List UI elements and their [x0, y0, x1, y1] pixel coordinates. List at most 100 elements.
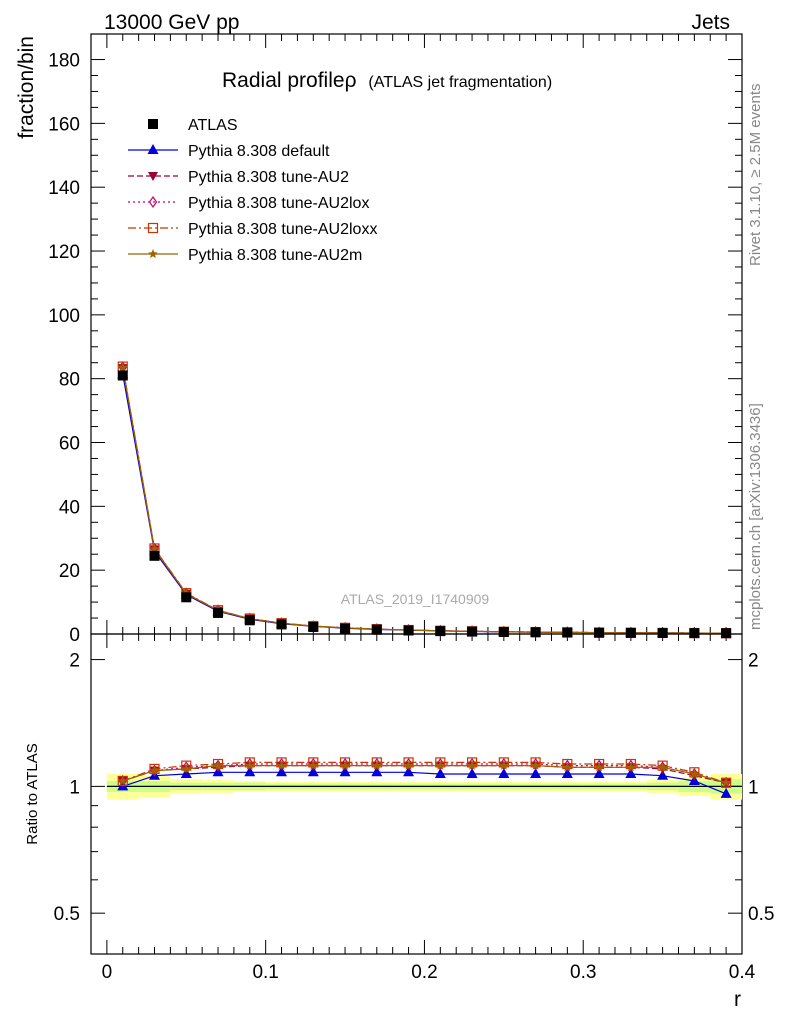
header-left: 13000 GeV pp: [104, 11, 239, 34]
ratio-point: [213, 760, 223, 770]
mcplots-label: mcplots.cern.ch [arXiv:1306.3436]: [747, 403, 764, 630]
legend-marker: [148, 195, 158, 209]
data-point: [308, 621, 319, 632]
data-point: [149, 550, 160, 561]
ratio-point: [657, 760, 668, 771]
ratio-point: [276, 760, 287, 770]
rivet-label: Rivet 3.1.10, ≥ 2.5M events: [747, 83, 764, 267]
ratio-point: [466, 767, 478, 778]
ratio-uncertainty-band: [106, 773, 742, 800]
legend-label: Pythia 8.308 tune-AU2m: [188, 247, 362, 264]
y-tick-label: 40: [59, 497, 80, 518]
ratio-point: [498, 767, 510, 778]
ratio-point: [403, 766, 415, 777]
data-point: [371, 624, 382, 635]
legend-marker: [148, 249, 158, 258]
data-point: [340, 623, 351, 634]
ratio-frame: [90, 633, 743, 955]
ratio-point: [626, 762, 636, 772]
legend-label: ATLAS: [188, 117, 238, 134]
ratio-tick-label: 0.5: [54, 904, 80, 925]
y-tick-label: 140: [48, 178, 80, 199]
chart-title: Radial profileρ (ATLAS jet fragmentation…: [222, 69, 552, 92]
y-axis-label: fraction/bin: [15, 36, 38, 139]
y-tick-label: 60: [59, 434, 80, 455]
y-tick-label: 20: [59, 561, 80, 582]
ratio-point: [434, 767, 446, 778]
y-tick-label: 100: [48, 306, 80, 327]
data-point: [403, 625, 414, 636]
main-panel: 0 20 40 60 80 100 120 140 160 180 fraction/bin Ra…: [15, 33, 743, 954]
ratio-point: [276, 766, 288, 777]
y-tick-label: 180: [48, 51, 80, 72]
data-point: [498, 626, 509, 637]
ratio-point: [307, 766, 319, 777]
ratio-tick-label-right: 1: [748, 777, 759, 798]
data-point: [467, 626, 478, 637]
y-tick-label: 80: [59, 370, 80, 391]
data-point: [562, 627, 573, 638]
chart-title-text: Radial profile: [222, 69, 345, 92]
data-point: [657, 628, 668, 639]
ratio-line: [122, 761, 727, 784]
x-tick-labels: 0 0.1 0.2 0.3 0.4: [102, 962, 756, 983]
legend-label: Pythia 8.308 tune-AU2loxx: [188, 221, 377, 238]
data-point: [213, 607, 224, 618]
ratio-point: [689, 769, 700, 778]
ratio-point: [499, 760, 509, 770]
ratio-panel: 0.5 0.51 12 2 Ratio to ATLAS 0 0.1 0.2 0.3 0.4 …: [24, 633, 774, 1011]
ratio-point: [562, 762, 573, 772]
watermark: ATLAS_2019_I1740909: [341, 591, 490, 607]
data-point: [594, 627, 605, 638]
ratio-point: [720, 787, 732, 798]
series-atlas: [117, 370, 732, 639]
ratio-point: [371, 766, 383, 777]
data-point: [435, 626, 446, 637]
ratio-tick-label: 1: [69, 777, 80, 798]
y-tick-label: 0: [69, 625, 80, 646]
ratio-point: [244, 766, 256, 777]
ratio-pythia-8-308-default: [117, 766, 732, 798]
ratio-point: [689, 767, 700, 778]
data-point: [530, 627, 541, 638]
ratio-y-ticks: 0.5 0.5 1 1 2 2: [54, 651, 774, 955]
series-line: [122, 367, 727, 634]
data-point: [181, 592, 192, 603]
ratio-point: [212, 758, 224, 770]
ratio-point: [245, 760, 255, 770]
x-axis-label: r: [734, 988, 741, 1011]
ratio-point: [308, 760, 318, 770]
ratio-point: [467, 760, 477, 770]
ratio-point: [594, 762, 604, 772]
ratio-tick-label: 2: [69, 651, 80, 672]
series-point: [118, 362, 128, 372]
legend-marker: [148, 119, 158, 129]
ratio-point: [435, 760, 446, 770]
ratio-point: [593, 767, 605, 778]
y-tick-label: 120: [48, 242, 80, 263]
legend-marker: [147, 222, 159, 234]
ratio-pythia-8-308-tune-au2m: [118, 760, 731, 787]
legend: ATLAS Pythia 8.308 default Pythia 8.308 tu…: [128, 117, 377, 264]
legend-label: Pythia 8.308 tune-AU2lox: [188, 195, 369, 212]
ratio-point: [118, 776, 128, 785]
ratio-point: [530, 767, 542, 778]
x-tick-label: 0.2: [411, 962, 437, 983]
ratio-point: [721, 777, 731, 787]
ratio-point: [403, 760, 414, 770]
ratio-point: [181, 763, 191, 773]
ratio-point: [625, 767, 637, 778]
ratio-line: [122, 764, 727, 784]
ratio-point: [339, 766, 351, 777]
ratio-point: [657, 769, 669, 780]
data-point: [276, 619, 287, 630]
ratio-series: [117, 757, 732, 798]
data-point: [117, 370, 128, 381]
header-right: Jets: [691, 11, 730, 34]
data-point: [721, 628, 732, 639]
ratio-point: [340, 760, 350, 770]
ratio-tick-label-right: 0.5: [748, 904, 774, 925]
ratio-point: [149, 763, 160, 775]
ratio-point: [530, 760, 541, 770]
